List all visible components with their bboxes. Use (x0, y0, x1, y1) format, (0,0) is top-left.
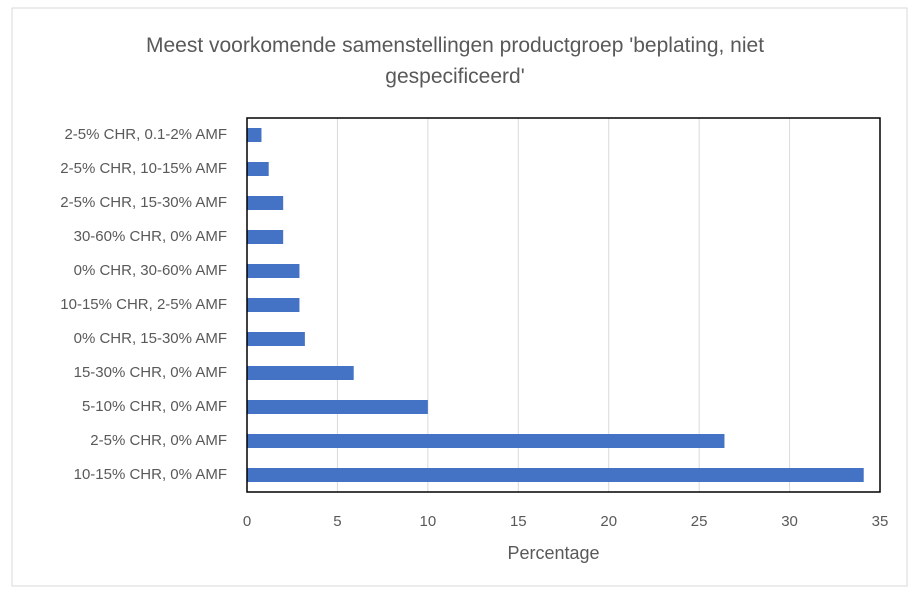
x-tick-label: 0 (243, 513, 251, 530)
bar (247, 230, 284, 244)
y-tick-label: 15-30% CHR, 0% AMF (74, 364, 227, 381)
y-tick-label: 10-15% CHR, 2-5% AMF (60, 296, 227, 313)
y-tick-label: 0% CHR, 15-30% AMF (74, 330, 227, 347)
x-tick-label: 20 (600, 513, 617, 530)
chart-border (11, 7, 908, 587)
x-tick-label: 10 (420, 513, 437, 530)
y-tick-label: 10-15% CHR, 0% AMF (74, 466, 227, 483)
bar (247, 400, 428, 414)
chart-title: Meest voorkomende samenstellingen produc… (145, 34, 765, 88)
plot-border (246, 117, 881, 493)
x-tick-label: 5 (333, 513, 341, 530)
x-axis-label: Percentage (507, 543, 599, 563)
bar (247, 366, 354, 380)
x-tick-label: 15 (510, 513, 527, 530)
y-tick-label: 0% CHR, 30-60% AMF (74, 262, 227, 279)
y-tick-label: 30-60% CHR, 0% AMF (74, 228, 227, 245)
bar (247, 468, 864, 482)
bar (247, 298, 300, 312)
bar (247, 128, 262, 142)
bar (247, 264, 300, 278)
y-tick-label: 2-5% CHR, 0.1-2% AMF (64, 126, 227, 143)
y-tick-label: 2-5% CHR, 10-15% AMF (60, 160, 227, 177)
bar (247, 162, 269, 176)
x-tick-label: 25 (691, 513, 708, 530)
y-tick-label: 5-10% CHR, 0% AMF (82, 398, 227, 415)
bar (247, 196, 284, 210)
y-tick-label: 2-5% CHR, 15-30% AMF (60, 194, 227, 211)
bar (247, 434, 725, 448)
y-tick-label: 2-5% CHR, 0% AMF (90, 432, 227, 449)
x-tick-label: 30 (781, 513, 798, 530)
bar (247, 332, 305, 346)
x-tick-label: 35 (872, 513, 889, 530)
